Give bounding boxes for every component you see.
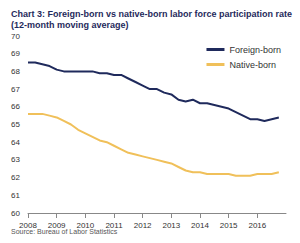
svg-text:2013: 2013 <box>162 221 180 230</box>
svg-text:70: 70 <box>11 32 20 41</box>
svg-text:60: 60 <box>11 209 20 218</box>
svg-text:Chart 3: Foreign-born vs nativ: Chart 3: Foreign-born vs native-born lab… <box>11 9 295 19</box>
svg-text:2014: 2014 <box>191 221 209 230</box>
svg-text:65: 65 <box>11 120 20 129</box>
svg-text:68: 68 <box>11 67 20 76</box>
svg-text:62: 62 <box>11 173 20 182</box>
svg-text:Foreign-born: Foreign-born <box>229 45 281 55</box>
svg-text:2009: 2009 <box>47 220 66 230</box>
svg-text:2011: 2011 <box>105 220 123 230</box>
svg-text:61: 61 <box>11 191 20 200</box>
svg-text:63: 63 <box>11 155 20 164</box>
svg-text:64: 64 <box>11 138 20 147</box>
svg-text:2015: 2015 <box>220 221 238 230</box>
svg-text:66: 66 <box>11 102 20 111</box>
svg-text:67: 67 <box>11 85 20 94</box>
svg-text:2012: 2012 <box>134 221 152 230</box>
svg-text:69: 69 <box>11 49 20 58</box>
svg-text:2016: 2016 <box>248 221 266 230</box>
svg-text:(12-month moving average): (12-month moving average) <box>11 20 129 30</box>
svg-text:Source: Bureau of Labor Statis: Source: Bureau of Labor Statistics <box>11 228 118 235</box>
svg-text:2010: 2010 <box>76 220 95 230</box>
svg-text:2008: 2008 <box>19 220 37 230</box>
svg-text:Native-born: Native-born <box>229 60 276 70</box>
